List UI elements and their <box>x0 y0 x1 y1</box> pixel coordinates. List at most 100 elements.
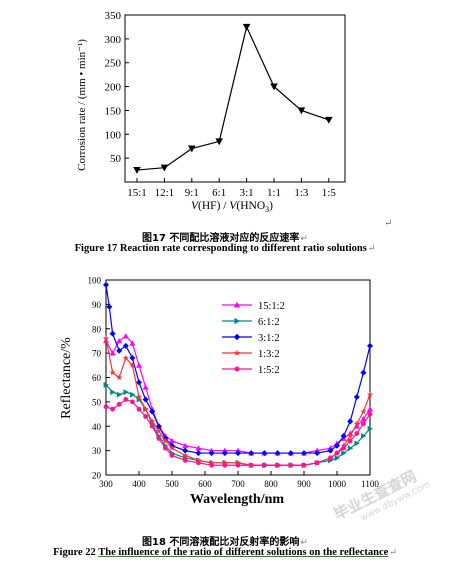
chart2-data-point <box>261 450 268 457</box>
chart2-y-axis-label: Reflectance/% <box>59 337 74 419</box>
chart2-legend-label: 6:1:2 <box>258 317 280 328</box>
chart2-data-point <box>367 425 373 432</box>
chart2-data-point <box>262 462 267 468</box>
chart2-data-point <box>109 350 116 356</box>
chart2-data-point <box>130 391 136 398</box>
chart2-legend: 15:1:2 6:1:2 3:1:2 1:3:2 1:5:2 <box>222 301 285 376</box>
chart2-data-point <box>168 444 176 451</box>
chart2-data-point <box>122 333 129 339</box>
chart2-data-point <box>248 462 254 468</box>
chart2-legend-label: 1:5:2 <box>258 365 280 376</box>
chart2-data-point <box>116 347 123 354</box>
chart2-data-point <box>208 459 215 466</box>
chart2-data-point <box>248 450 255 457</box>
chart2-data-point <box>110 406 115 412</box>
chart2-data-point <box>102 335 110 342</box>
chart1-y-axis-label: Corrosion rate / (mm • min⁻¹) <box>76 39 88 171</box>
chart2-data-point <box>366 391 374 398</box>
chart1-x-tick-label: 9:1 <box>185 187 199 199</box>
chart2-data-point <box>288 462 294 468</box>
chart1-data-point <box>270 83 278 91</box>
chart2-data-point <box>149 408 156 415</box>
chart2-x-tick-label: 800 <box>264 479 278 489</box>
chart1-x-tick-label: 1:1 <box>267 187 281 199</box>
chart2-legend-marker <box>234 317 241 325</box>
chart2-data-point <box>116 391 123 398</box>
chart2-y-tick-label: 40 <box>92 422 102 432</box>
chart2-data-point <box>353 420 360 427</box>
chart2-data-point <box>235 450 241 457</box>
chart2-data-point <box>222 462 228 468</box>
chart2-data-point <box>110 389 116 396</box>
chart2-data-point <box>208 450 215 457</box>
chart2-data-point <box>149 418 156 425</box>
chart1-data-point <box>188 145 196 153</box>
figure18-caption-cn: 图18 不同溶液配比对反射率的影响↵ <box>142 537 308 548</box>
chart1-x-tick-label: 12:1 <box>155 187 175 199</box>
chart2-legend-label: 1:3:2 <box>258 349 280 360</box>
chart2-x-tick-label: 400 <box>132 479 146 489</box>
chart2-legend-marker <box>233 301 241 308</box>
chart1-x-tick-label: 1:3 <box>294 187 309 199</box>
chart2-x-tick-label: 300 <box>99 479 113 489</box>
chart2-data-point <box>209 462 215 468</box>
chart1-data-point <box>215 138 223 146</box>
chart1-data-point <box>160 164 169 172</box>
chart2-data-point <box>340 442 347 449</box>
chart2-data-point <box>301 462 307 468</box>
chart2-y-tick-label: 60 <box>92 373 102 383</box>
chart2-data-point <box>136 406 142 412</box>
chart2-data-point <box>361 421 366 427</box>
chart2-x-tick-label: 600 <box>198 479 212 489</box>
chart2-data-point <box>103 281 109 288</box>
chart2-data-point <box>106 303 113 310</box>
reflectance-chart: 20 30 40 50 60 70 80 90 100 300 400 500 600 700 800 900… <box>59 276 379 508</box>
chart2-data-point <box>334 442 340 449</box>
chart2-data-point <box>123 397 129 402</box>
chart1-y-tick-label: 50 <box>110 153 122 165</box>
chart1-data-point <box>297 107 306 115</box>
chart2-y-tick-label: 100 <box>88 276 102 286</box>
chart2-data-point <box>182 447 189 454</box>
chart1-y-tick-label: 150 <box>105 105 122 117</box>
chart2-data-point <box>182 442 189 449</box>
chart2-data-point <box>136 362 142 368</box>
chart2-data-point <box>367 406 373 412</box>
return-mark: ↵ <box>384 218 393 229</box>
chart2-data-point <box>340 433 347 439</box>
chart2-legend-label: 15:1:2 <box>258 301 285 312</box>
chart2-data-point <box>234 459 242 466</box>
chart2-data-point <box>195 445 202 451</box>
chart2-x-tick-label: 700 <box>231 479 245 489</box>
chart2-data-point <box>155 423 162 430</box>
chart2-legend-marker <box>233 349 241 356</box>
chart2-data-point <box>367 411 373 417</box>
chart2-data-point <box>341 445 346 451</box>
chart2-data-point <box>360 369 367 376</box>
chart2-data-point <box>182 457 188 463</box>
chart2-data-point <box>353 394 360 400</box>
chart2-data-point <box>122 342 129 349</box>
chart2-x-tick-label: 1000 <box>328 479 347 489</box>
chart2-data-point <box>221 459 228 466</box>
chart2-data-point <box>155 427 162 434</box>
chart2-data-point <box>341 450 347 457</box>
chart2-series-5 <box>103 397 373 468</box>
figure17-caption-cn: 图17 不同配比溶液对应的反应速率↵ <box>142 233 308 244</box>
chart1-y-tick-label: 350 <box>105 10 122 22</box>
chart2-y-tick-label: 70 <box>92 349 102 359</box>
chart2-data-point <box>169 437 175 444</box>
chart2-data-point <box>195 450 202 457</box>
chart2-x-tick-label: 1100 <box>361 479 379 489</box>
chart2-data-point <box>314 450 321 457</box>
chart1-y-tick-label: 200 <box>105 82 122 94</box>
chart2-data-point <box>169 453 175 458</box>
chart2-legend-marker <box>233 333 241 341</box>
chart2-data-point <box>301 450 307 457</box>
chart2-data-point <box>354 431 360 436</box>
chart2-x-axis-label: Wavelength/nm <box>190 492 284 507</box>
chart2-data-point <box>109 369 116 376</box>
chart2-data-point <box>156 436 162 441</box>
chart2-data-point <box>314 460 320 466</box>
